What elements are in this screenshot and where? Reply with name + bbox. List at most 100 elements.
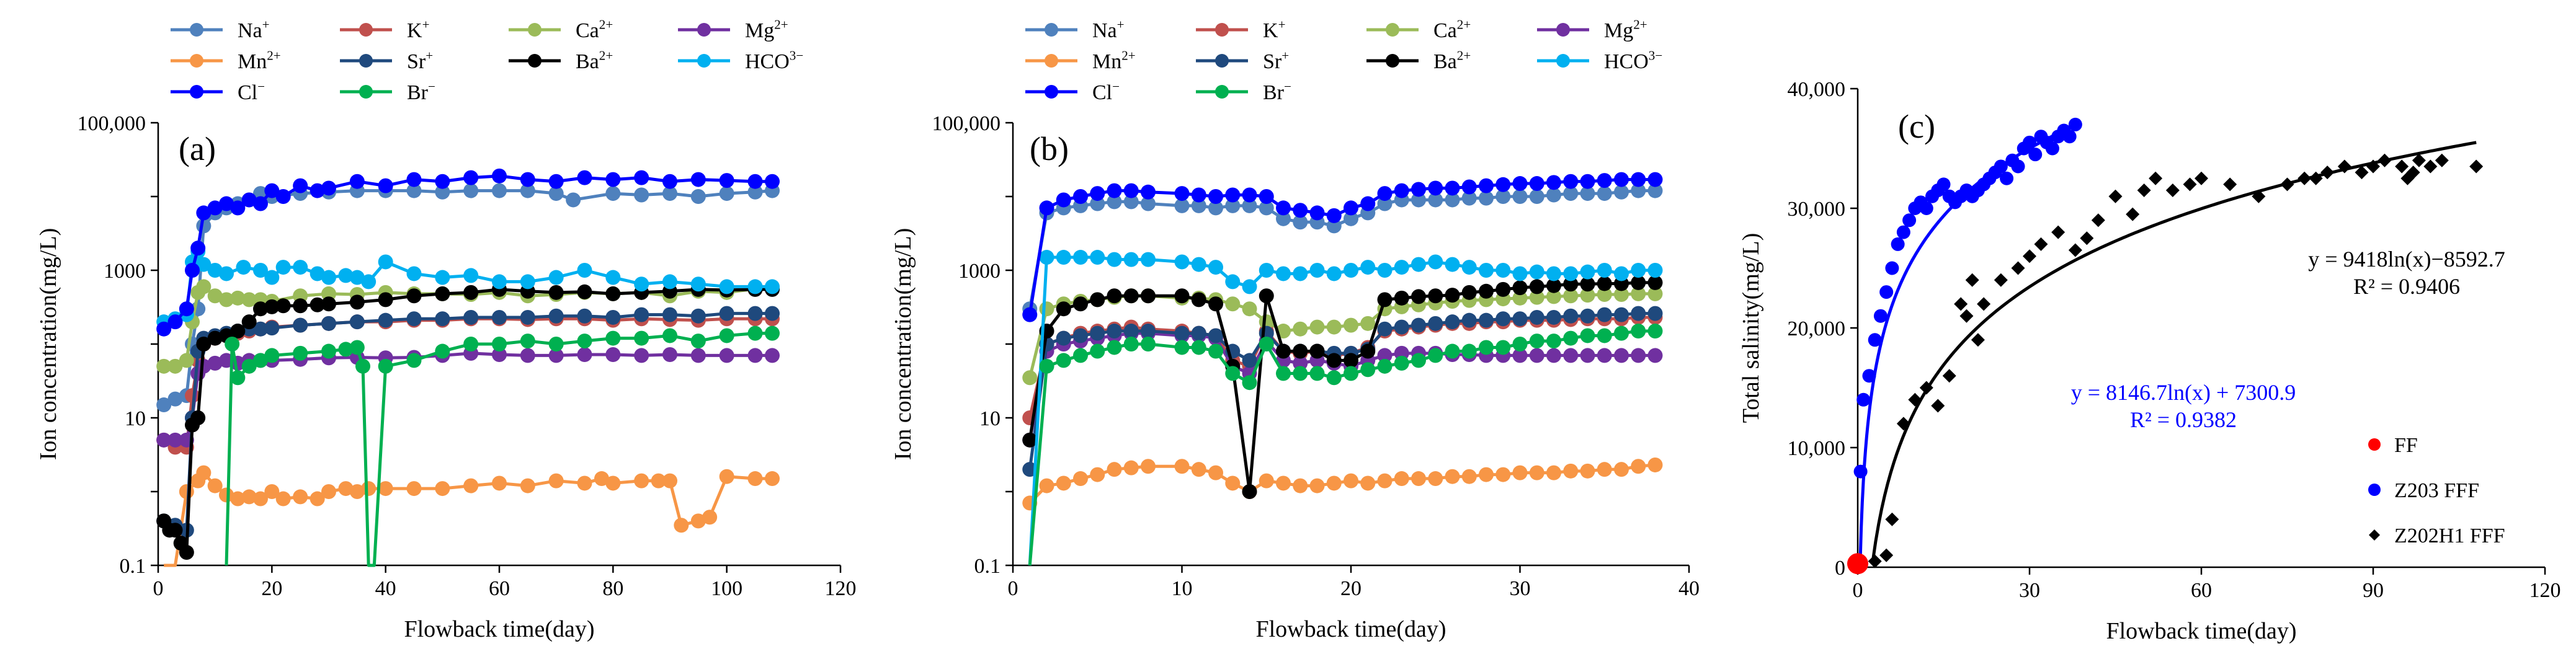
data-point-Ca — [1631, 286, 1646, 301]
data-point-Z202H1 — [2412, 153, 2426, 167]
data-point-Z202H1 — [2355, 166, 2369, 180]
data-point-Cl — [662, 174, 677, 189]
data-point-Mn — [1394, 471, 1409, 487]
data-point-Cl — [765, 174, 780, 189]
data-point-Sr — [1242, 353, 1257, 368]
data-point-Mn — [1174, 459, 1190, 474]
data-point-Mn — [253, 491, 268, 506]
data-point-Br — [1242, 375, 1257, 391]
data-point-HCO3 — [577, 263, 592, 278]
data-point-Na — [719, 186, 734, 201]
data-point-Cl — [1597, 173, 1612, 188]
data-point-Cl — [1056, 192, 1071, 208]
legend-label: Na+ — [238, 17, 270, 42]
data-point-Cl — [1208, 189, 1223, 204]
data-point-Ba — [230, 324, 246, 339]
data-point-Br — [1394, 355, 1409, 371]
y-tick-label: 40,000 — [1788, 78, 1846, 101]
data-point-Sr — [605, 309, 621, 325]
legend-swatch-marker — [359, 23, 373, 37]
data-point-Z203 — [1919, 201, 1933, 215]
data-point-Cl — [1242, 187, 1257, 203]
data-point-Cl — [156, 321, 172, 337]
data-point-Sr — [1529, 309, 1544, 325]
data-point-Z202H1 — [2395, 159, 2409, 174]
data-point-Br — [520, 334, 535, 349]
data-point-Z202H1 — [2091, 213, 2105, 228]
y-axis-title: Ion concentration(mg/L) — [890, 228, 916, 461]
data-point-Mn — [338, 481, 354, 497]
legend-swatch-marker — [1386, 23, 1399, 37]
y-axis-title: Ion concentration(mg/L) — [35, 228, 61, 461]
data-point-Br — [1259, 337, 1274, 351]
data-point-Ba — [605, 286, 621, 301]
data-point-Na — [1580, 186, 1595, 201]
data-point-Ba — [1242, 484, 1257, 499]
data-point-Ba — [264, 299, 280, 314]
data-point-Cl — [1107, 183, 1122, 198]
data-point-HCO3 — [1073, 250, 1088, 265]
legend-swatch-marker — [190, 85, 203, 99]
data-point-Ba — [1073, 296, 1088, 312]
data-point-Cl — [264, 183, 280, 198]
data-point-HCO3 — [690, 276, 706, 292]
data-point-Z203 — [1873, 309, 1887, 323]
x-tick-label: 0 — [1853, 579, 1863, 602]
y-tick-label: 0.1 — [120, 555, 146, 578]
data-point-HCO3 — [1191, 257, 1206, 272]
x-tick-label: 40 — [1678, 577, 1700, 600]
data-point-Ba — [1631, 275, 1646, 290]
data-point-Mn — [310, 491, 325, 506]
data-point-Ca — [1293, 321, 1308, 337]
data-point-Mn — [719, 469, 734, 484]
data-point-Z202H1 — [2280, 177, 2294, 192]
data-point-Cl — [1614, 172, 1629, 187]
data-point-Mn — [1479, 467, 1494, 482]
data-point-HCO3 — [361, 274, 377, 290]
data-point-Ba — [349, 294, 365, 310]
legend-swatch-marker — [1556, 23, 1570, 37]
data-point-Ba — [1495, 281, 1511, 297]
x-tick-label: 40 — [375, 577, 396, 600]
data-point-Z202H1 — [1919, 381, 1933, 395]
data-point-Br — [230, 370, 246, 386]
legend-label: Ba2+ — [1433, 48, 1471, 73]
data-point-Br — [1191, 340, 1206, 355]
data-point-Na — [1123, 194, 1139, 210]
data-point-HCO3 — [1107, 252, 1122, 267]
data-point-Ba — [1580, 276, 1595, 292]
data-point-Br — [1309, 366, 1325, 381]
data-point-Sr — [765, 306, 780, 321]
y-tick-label: 100,000 — [78, 112, 146, 135]
data-point-Cl — [179, 301, 194, 317]
data-point-Ba — [207, 330, 223, 346]
data-point-Ba — [167, 523, 183, 538]
data-point-Sr — [1479, 312, 1494, 328]
legend-label: Z203 FFF — [2394, 479, 2479, 502]
data-point-HCO3 — [1377, 263, 1393, 278]
data-point-Br — [225, 337, 240, 351]
data-point-Mn — [634, 473, 649, 489]
y-tick-label: 10,000 — [1788, 437, 1846, 460]
data-point-Z202H1 — [1908, 392, 1922, 407]
data-point-HCO3 — [1512, 266, 1528, 281]
data-point-Ba — [1022, 432, 1038, 448]
data-point-Cl — [321, 180, 336, 196]
data-point-Mg — [719, 348, 734, 363]
data-point-Na — [1563, 186, 1579, 201]
data-point-Mn — [1039, 478, 1054, 493]
data-point-Z203 — [2028, 148, 2043, 162]
data-point-Z202H1 — [1868, 554, 1882, 568]
data-point-Ca — [1309, 319, 1325, 335]
legend-label: HCO3− — [1604, 48, 1662, 73]
data-point-Sr — [1090, 325, 1105, 341]
data-point-Ba — [1529, 279, 1544, 294]
data-point-Br — [1344, 366, 1358, 381]
data-point-Mg — [662, 347, 677, 362]
data-point-Z202H1 — [2223, 177, 2237, 192]
data-point-Cl — [1090, 186, 1105, 201]
legend-swatch-marker — [1215, 54, 1229, 68]
data-point-Cl — [435, 174, 450, 189]
data-point-Cl — [520, 172, 535, 187]
data-point-Mg — [1529, 348, 1544, 363]
